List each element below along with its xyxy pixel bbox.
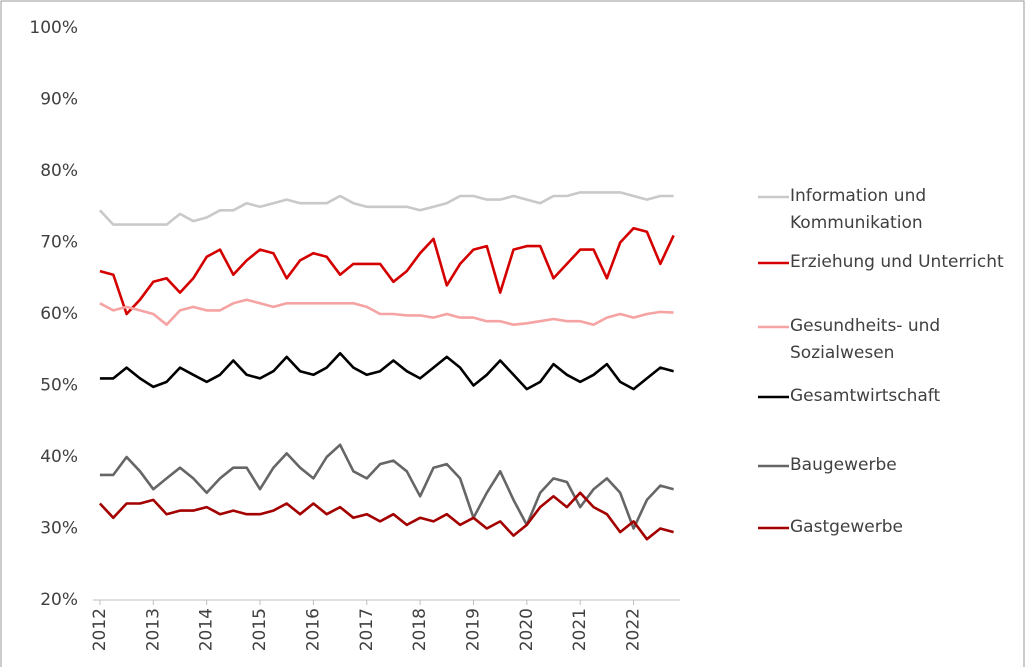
y-tick-label: 30% [40,519,78,539]
y-tick-label: 70% [40,233,78,253]
series-line [99,298,674,327]
legend-label: Baugewerbe [790,455,897,475]
x-tick-label: 2014 [197,608,217,651]
x-tick-label: 2020 [517,608,537,651]
x-tick-label: 2016 [303,608,323,651]
x-tick-label: 2015 [250,608,270,651]
series-line [99,443,674,530]
legend-label: Gastgewerbe [790,517,903,537]
y-tick-label: 80% [40,161,78,181]
x-tick-label: 2022 [624,608,644,651]
series-line [99,351,674,391]
legend-label: Gesundheits- und Sozialwesen [790,316,941,363]
x-tick-label: 2013 [143,608,163,651]
series-line [99,226,675,316]
x-tick-label: 2017 [357,608,377,651]
x-tick-label: 2012 [90,608,110,651]
x-tick-label: 2018 [410,608,430,651]
x-tick-label: 2021 [570,608,590,651]
y-tick-label: 90% [40,90,78,110]
y-tick-label: 60% [40,304,78,324]
legend-label: Erziehung und Unterricht [790,252,1004,272]
x-tick-label: 2019 [463,608,483,651]
y-tick-label: 20% [40,590,78,610]
legend-label: Information und Kommunikation [790,186,927,233]
series-line [98,191,674,226]
series-line [98,491,674,541]
legend-label: Gesamtwirtschaft [790,386,941,406]
y-tick-label: 50% [40,376,78,396]
y-tick-label: 100% [29,18,78,38]
y-tick-label: 40% [40,447,78,467]
